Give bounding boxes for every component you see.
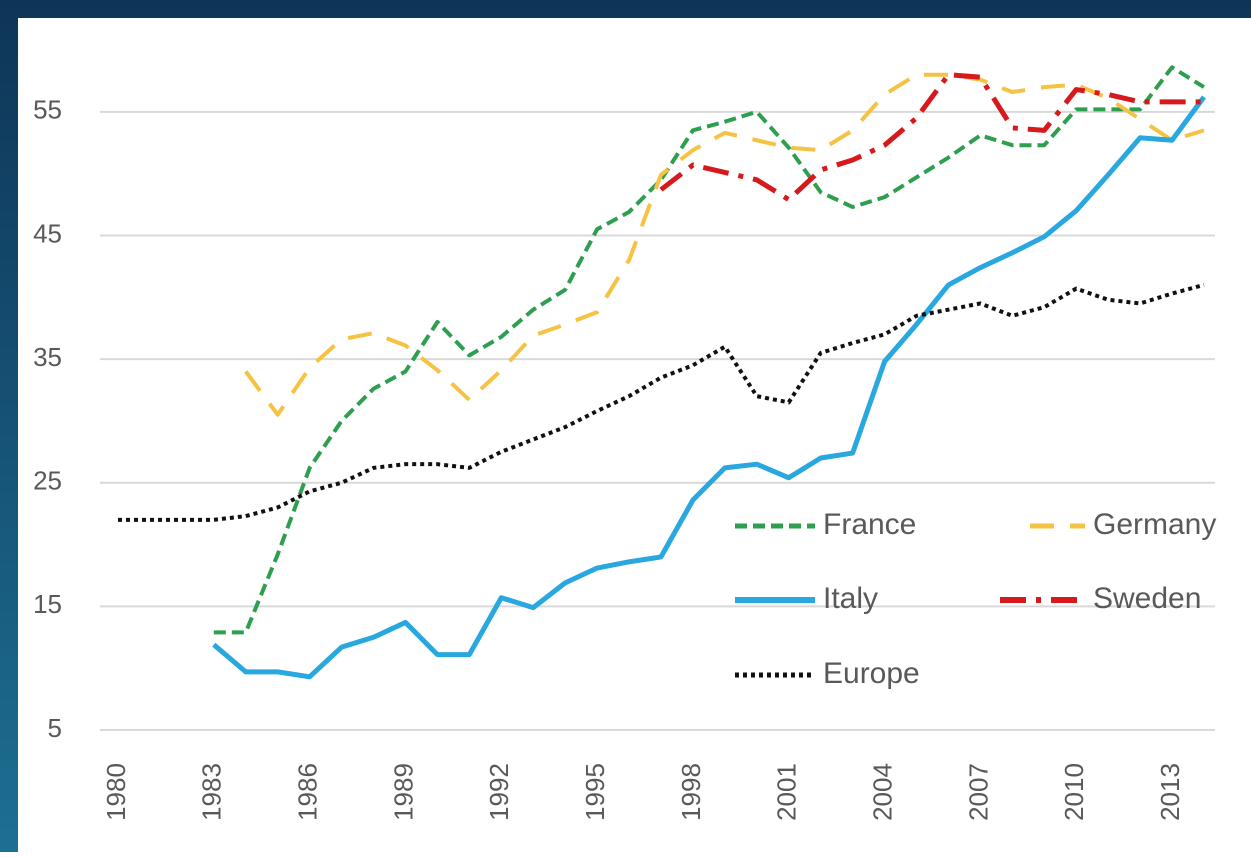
legend-label: Italy [823, 582, 878, 615]
y-tick-label: 35 [33, 342, 62, 372]
series-line [213, 65, 1206, 635]
x-tick-label: 1992 [484, 763, 514, 821]
x-tick-label: 1995 [580, 763, 610, 821]
legend-label: Sweden [1093, 582, 1201, 615]
plot-background [18, 18, 1251, 852]
x-tick-label: 1980 [101, 763, 131, 821]
x-tick-label: 1986 [293, 763, 323, 821]
x-tick-label: 1998 [676, 763, 706, 821]
y-tick-label: 15 [33, 589, 62, 619]
x-tick-label: 2010 [1059, 763, 1089, 821]
x-tick-label: 2004 [867, 763, 897, 821]
series-line [212, 95, 1206, 680]
x-tick-label: 2001 [772, 763, 802, 821]
y-tick-label: 55 [33, 95, 62, 125]
y-tick-label: 25 [33, 466, 62, 496]
y-tick-label: 45 [33, 218, 62, 248]
x-tick-label: 1983 [197, 763, 227, 821]
series-line [118, 282, 1205, 522]
x-tick-label: 2007 [963, 763, 993, 821]
x-tick-label: 1989 [388, 763, 418, 821]
legend-label: France [823, 508, 916, 541]
y-tick-label: 5 [48, 713, 62, 743]
series-line [244, 72, 1205, 417]
legend-label: Europe [823, 657, 920, 690]
series-line [659, 72, 1204, 203]
x-tick-label: 2013 [1155, 763, 1185, 821]
legend-label: Germany [1093, 508, 1216, 541]
